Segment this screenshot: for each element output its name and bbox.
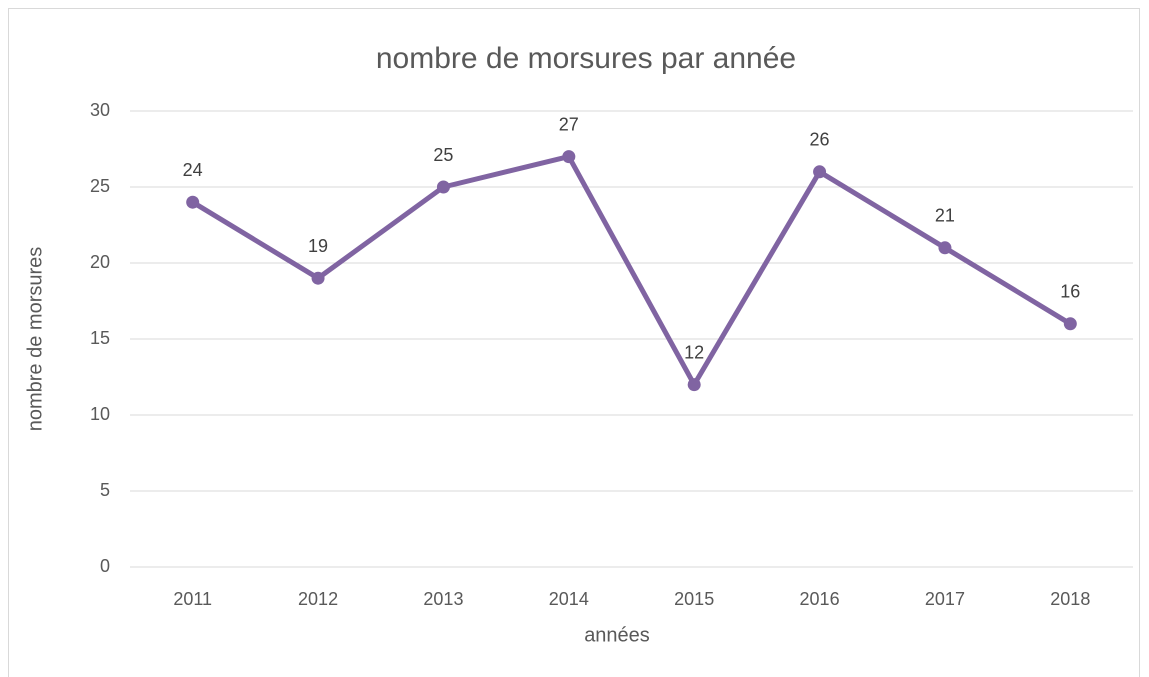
y-tick-label: 15 bbox=[90, 328, 110, 348]
point bbox=[311, 271, 325, 285]
point bbox=[938, 241, 952, 255]
data-label: 16 bbox=[1060, 282, 1080, 302]
x-tick-label: 2018 bbox=[1050, 589, 1090, 609]
data-label: 27 bbox=[559, 114, 579, 134]
x-tick-label: 2017 bbox=[925, 589, 965, 609]
y-tick-label: 25 bbox=[90, 176, 110, 196]
point bbox=[186, 195, 200, 209]
point bbox=[687, 378, 701, 392]
y-axis-label: nombre de morsures bbox=[24, 247, 46, 432]
line bbox=[191, 154, 1072, 388]
point bbox=[562, 150, 576, 164]
point bbox=[813, 165, 827, 179]
chart-border bbox=[8, 8, 1140, 677]
data-label: 19 bbox=[308, 236, 328, 256]
data-label: 26 bbox=[810, 130, 830, 150]
y-tick-label: 10 bbox=[90, 404, 110, 424]
x-tick-label: 2013 bbox=[423, 589, 463, 609]
x-tick-label: 2014 bbox=[549, 589, 589, 609]
data-label: 21 bbox=[935, 206, 955, 226]
y-tick-label: 30 bbox=[90, 100, 110, 120]
data-label: 24 bbox=[183, 160, 203, 180]
point bbox=[436, 180, 450, 194]
x-axis-label: années bbox=[584, 624, 650, 646]
data-label: 12 bbox=[684, 342, 704, 362]
point bbox=[1063, 317, 1077, 331]
data-label: 25 bbox=[433, 145, 453, 165]
x-tick-label: 2012 bbox=[298, 589, 338, 609]
chart-title: nombre de morsures par année bbox=[376, 42, 796, 75]
x-tick-label: 2016 bbox=[800, 589, 840, 609]
y-tick-label: 5 bbox=[100, 480, 110, 500]
y-tick-label: 0 bbox=[100, 556, 110, 576]
y-tick-label: 20 bbox=[90, 252, 110, 272]
x-tick-label: 2011 bbox=[173, 589, 212, 609]
x-tick-label: 2015 bbox=[674, 589, 714, 609]
